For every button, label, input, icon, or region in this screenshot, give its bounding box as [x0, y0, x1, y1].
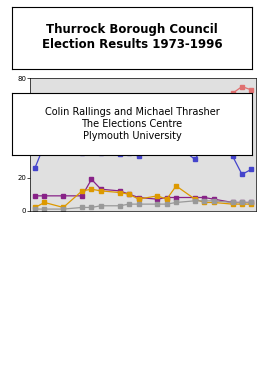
Text: Thurrock Borough Council
Election Results 1973-1996: Thurrock Borough Council Election Result… — [42, 23, 222, 51]
Text: Colin Rallings and Michael Thrasher
The Elections Centre
Plymouth University: Colin Rallings and Michael Thrasher The … — [45, 107, 219, 141]
